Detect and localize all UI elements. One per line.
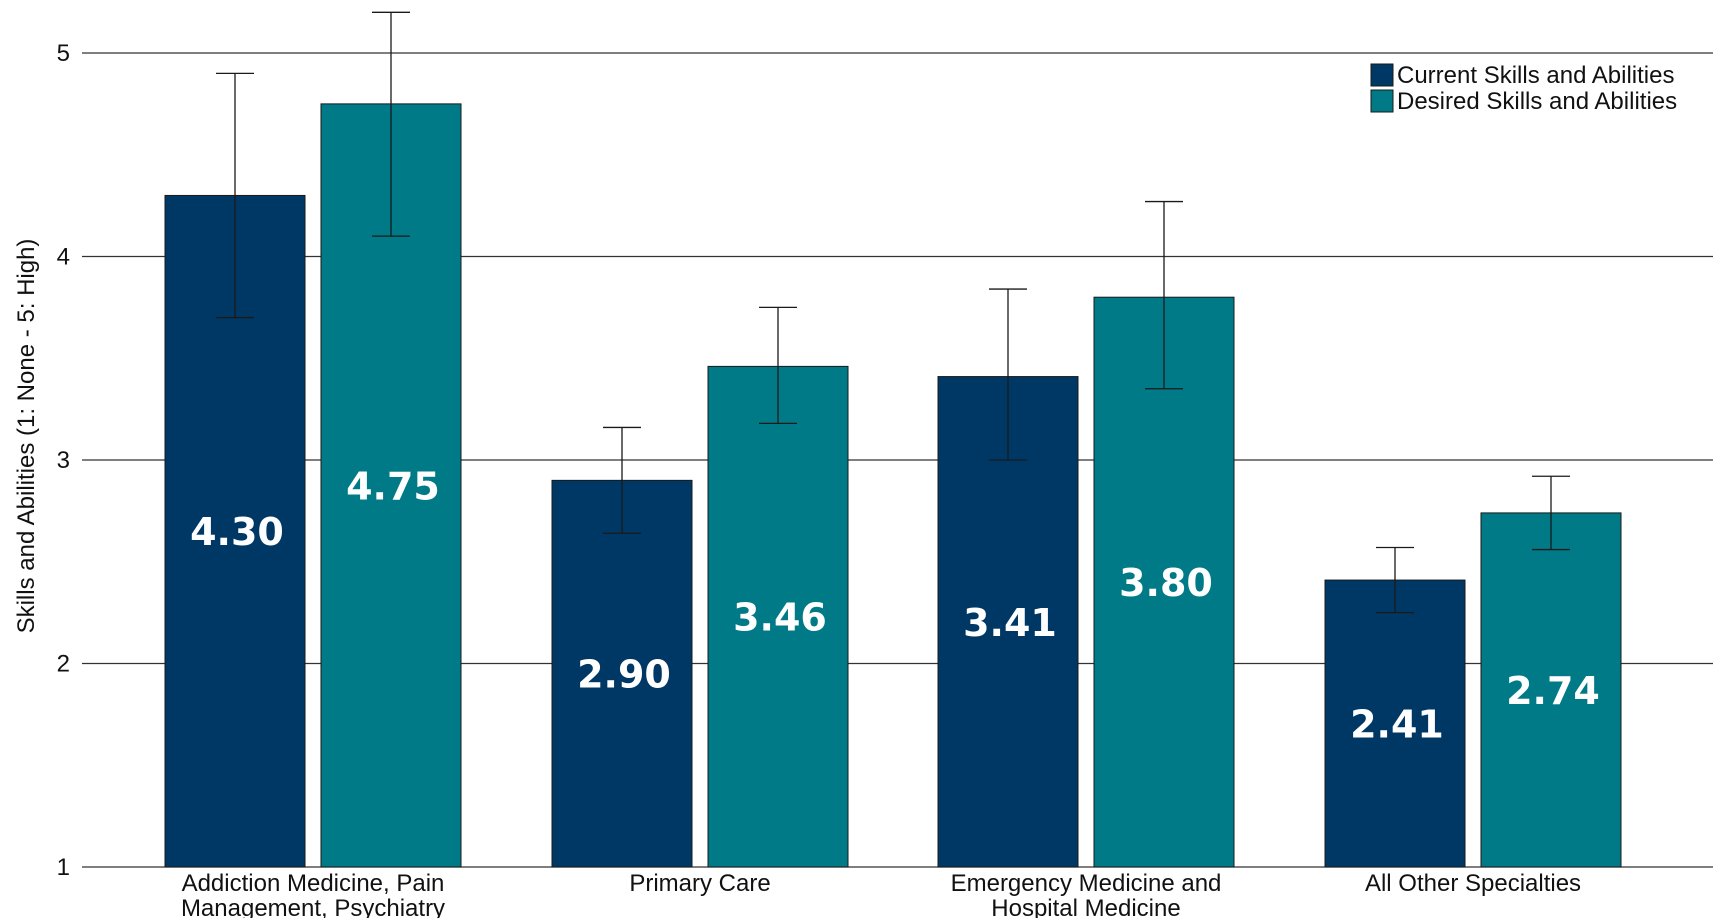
bar-value-label: 4.75 xyxy=(346,464,440,508)
bar-value-label: 2.74 xyxy=(1506,669,1600,713)
bar xyxy=(1093,296,1235,868)
bar-value-label: 3.46 xyxy=(733,596,827,640)
error-bars xyxy=(216,11,1570,614)
bar-value-label: 3.80 xyxy=(1119,561,1213,605)
y-tick-label: 3 xyxy=(57,447,70,474)
bar xyxy=(1480,512,1622,868)
bars xyxy=(164,103,1622,868)
legend-entry: Current Skills and Abilities xyxy=(1397,62,1674,89)
bar-value-label: 3.41 xyxy=(963,601,1057,645)
y-axis-ticks: 1 2 3 4 5 xyxy=(57,40,70,881)
y-tick-label: 4 xyxy=(57,244,70,271)
x-tick-label: Addiction Medicine, Pain xyxy=(182,870,445,897)
legend-swatch xyxy=(1370,63,1394,87)
value-labels: 4.30 2.90 3.41 2.41 4.75 3.46 3.80 2.74 xyxy=(190,464,1600,746)
x-tick-label: Emergency Medicine and xyxy=(951,870,1222,897)
bar xyxy=(551,479,693,868)
bar-value-label: 2.90 xyxy=(577,653,671,697)
y-tick-label: 1 xyxy=(57,854,70,881)
bar-value-label: 4.30 xyxy=(190,510,284,554)
legend-entry: Desired Skills and Abilities xyxy=(1397,88,1677,115)
x-tick-label: Primary Care xyxy=(629,870,770,897)
x-tick-label: Hospital Medicine xyxy=(991,895,1180,918)
y-axis-label: Skills and Abilities (1: None - 5: High) xyxy=(13,239,40,634)
y-tick-label: 5 xyxy=(57,40,70,67)
x-tick-label: Management, Psychiatry xyxy=(181,895,445,918)
x-tick-label: All Other Specialties xyxy=(1365,870,1581,897)
bar-value-label: 2.41 xyxy=(1350,703,1444,747)
y-tick-label: 2 xyxy=(57,651,70,678)
legend-swatch xyxy=(1370,89,1394,113)
